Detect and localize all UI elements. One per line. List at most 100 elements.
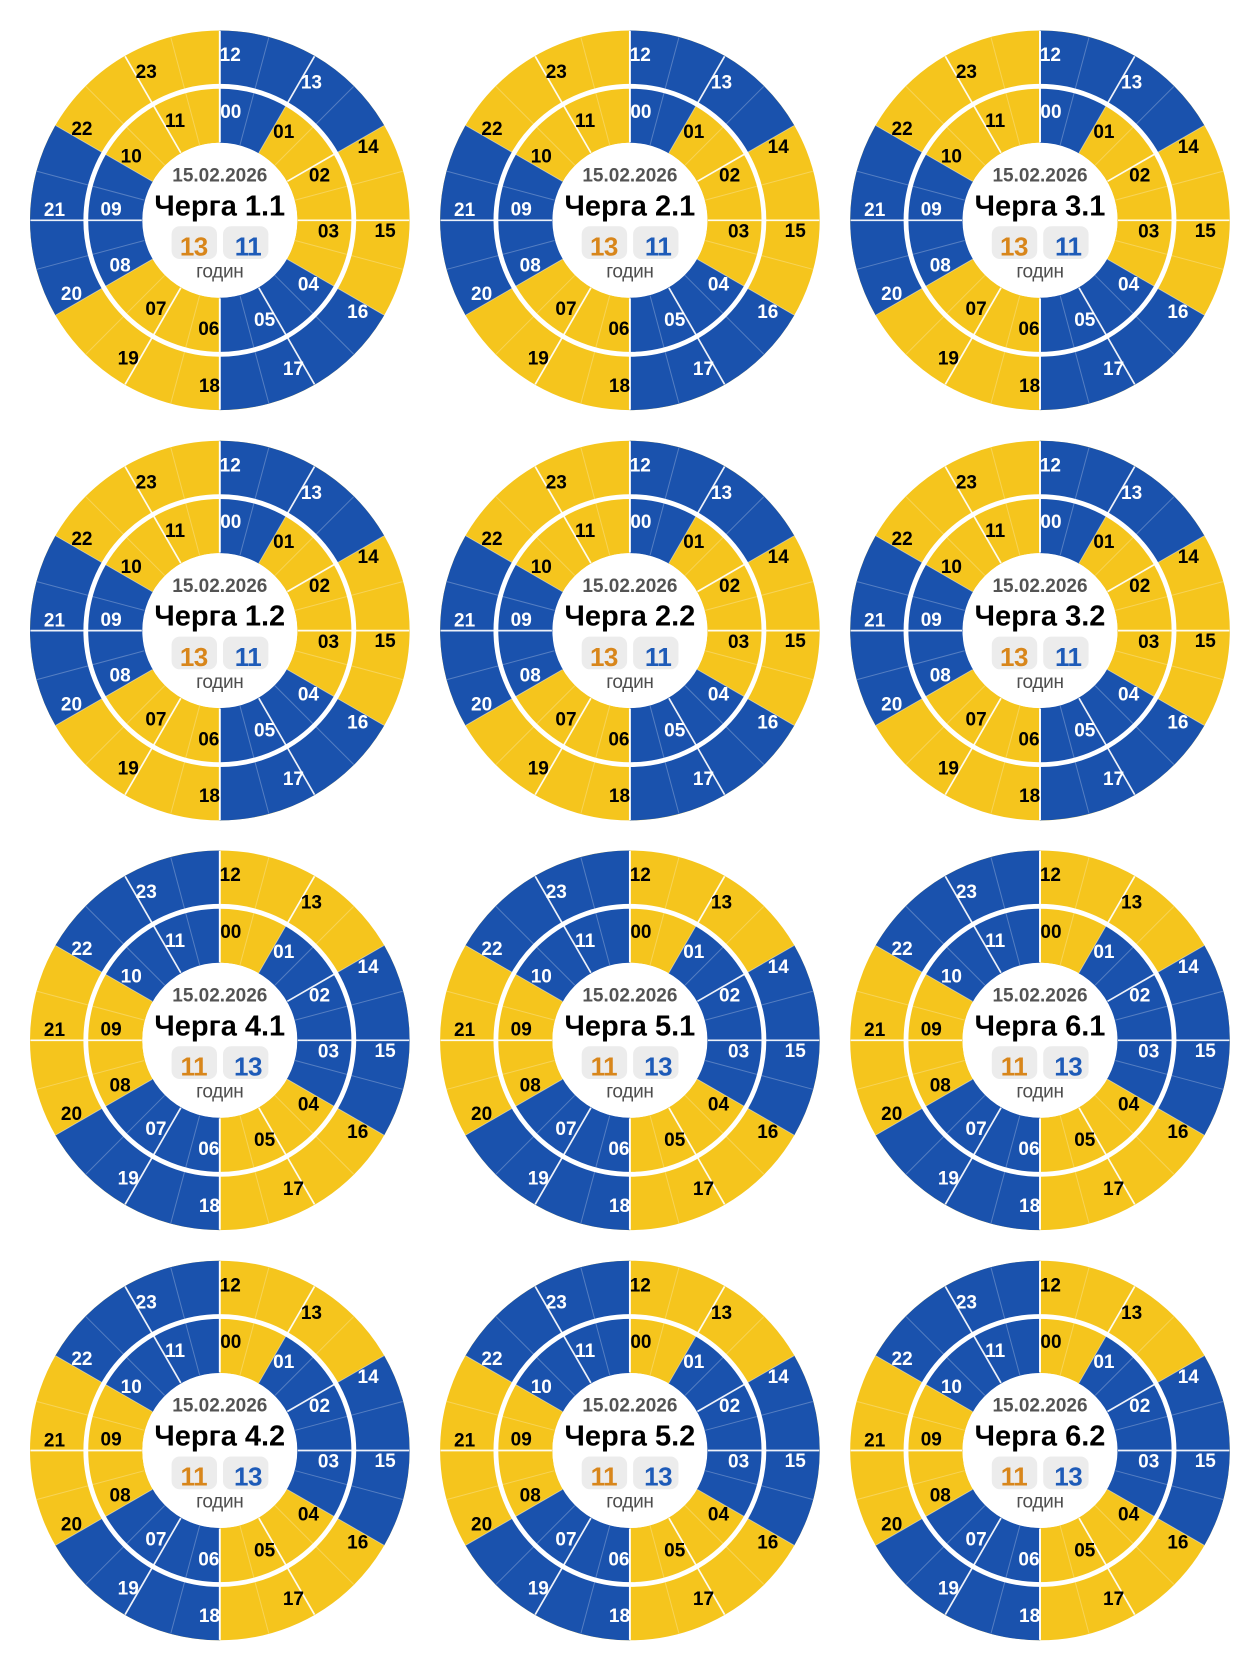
svg-text:04: 04 (1118, 685, 1140, 706)
svg-text:01: 01 (1093, 942, 1115, 963)
svg-text:08: 08 (110, 1486, 131, 1507)
svg-text:16: 16 (347, 712, 368, 733)
svg-text:20: 20 (881, 694, 902, 715)
svg-text:06: 06 (608, 319, 629, 340)
svg-text:22: 22 (892, 1349, 913, 1370)
svg-text:15: 15 (375, 1451, 397, 1472)
svg-text:15: 15 (785, 631, 807, 652)
svg-text:08: 08 (110, 1075, 131, 1096)
svg-text:00: 00 (630, 102, 651, 123)
svg-text:20: 20 (881, 1514, 902, 1535)
svg-text:19: 19 (118, 348, 139, 369)
svg-text:18: 18 (609, 376, 630, 397)
svg-text:05: 05 (1074, 310, 1096, 331)
svg-text:16: 16 (1167, 1532, 1188, 1553)
svg-text:13: 13 (301, 1303, 322, 1324)
svg-text:22: 22 (71, 529, 92, 550)
svg-text:годин: годин (1016, 1492, 1063, 1513)
svg-text:00: 00 (1040, 512, 1061, 533)
svg-text:11: 11 (235, 642, 262, 672)
svg-text:17: 17 (693, 1179, 714, 1200)
svg-text:10: 10 (941, 1377, 962, 1398)
svg-text:20: 20 (471, 1514, 492, 1535)
svg-text:04: 04 (298, 685, 320, 706)
svg-text:11: 11 (985, 1341, 1006, 1362)
svg-text:годин: годин (606, 1492, 653, 1513)
svg-text:19: 19 (938, 1579, 959, 1600)
svg-text:15.02.2026: 15.02.2026 (582, 986, 677, 1007)
svg-text:03: 03 (1138, 1452, 1159, 1473)
svg-text:20: 20 (881, 284, 902, 305)
svg-text:13: 13 (711, 483, 732, 504)
svg-text:01: 01 (683, 1352, 705, 1373)
svg-text:15: 15 (1195, 1451, 1217, 1472)
svg-text:Черга 2.1: Черга 2.1 (564, 190, 695, 222)
svg-text:20: 20 (61, 284, 82, 305)
svg-text:16: 16 (1167, 1122, 1188, 1143)
svg-text:11: 11 (985, 931, 1006, 952)
svg-text:13: 13 (180, 642, 208, 672)
svg-text:23: 23 (546, 1292, 567, 1313)
svg-text:02: 02 (309, 986, 330, 1007)
svg-text:02: 02 (1129, 166, 1150, 187)
svg-text:18: 18 (199, 376, 220, 397)
svg-text:01: 01 (273, 532, 295, 553)
svg-text:11: 11 (165, 521, 186, 542)
svg-text:04: 04 (708, 1094, 730, 1115)
svg-text:19: 19 (118, 1168, 139, 1189)
svg-text:02: 02 (309, 1396, 330, 1417)
svg-text:12: 12 (1040, 865, 1061, 886)
svg-text:05: 05 (664, 1540, 686, 1561)
svg-text:15.02.2026: 15.02.2026 (992, 986, 1087, 1007)
svg-text:14: 14 (358, 1367, 380, 1388)
svg-text:Черга 4.1: Черга 4.1 (154, 1010, 285, 1042)
svg-text:17: 17 (1103, 769, 1124, 790)
svg-text:11: 11 (181, 1462, 208, 1492)
svg-text:19: 19 (528, 759, 549, 780)
svg-text:20: 20 (61, 1104, 82, 1125)
svg-text:10: 10 (941, 557, 962, 578)
svg-text:08: 08 (520, 1075, 541, 1096)
svg-text:11: 11 (985, 111, 1006, 132)
svg-text:15: 15 (375, 1041, 397, 1062)
svg-text:16: 16 (347, 302, 368, 323)
svg-text:14: 14 (358, 957, 380, 978)
svg-text:14: 14 (768, 957, 790, 978)
svg-text:23: 23 (956, 473, 977, 494)
svg-text:03: 03 (728, 1042, 749, 1063)
svg-text:Черга 5.1: Черга 5.1 (564, 1010, 695, 1042)
svg-text:12: 12 (1040, 45, 1061, 66)
svg-text:03: 03 (728, 1452, 749, 1473)
svg-text:00: 00 (220, 102, 241, 123)
svg-text:00: 00 (220, 1332, 241, 1353)
svg-text:12: 12 (630, 456, 651, 477)
svg-text:06: 06 (608, 1139, 629, 1160)
svg-text:04: 04 (298, 274, 320, 295)
svg-text:годин: годин (1016, 672, 1063, 693)
svg-text:23: 23 (136, 473, 157, 494)
svg-text:Черга 1.2: Черга 1.2 (154, 601, 285, 633)
svg-text:17: 17 (693, 769, 714, 790)
svg-text:07: 07 (555, 1529, 576, 1550)
svg-text:09: 09 (921, 1020, 942, 1041)
svg-text:12: 12 (630, 45, 651, 66)
svg-text:18: 18 (1019, 376, 1040, 397)
svg-text:17: 17 (283, 1179, 304, 1200)
svg-text:Черга 6.1: Черга 6.1 (975, 1010, 1106, 1042)
svg-text:годин: годин (606, 262, 653, 283)
svg-text:00: 00 (630, 1332, 651, 1353)
svg-text:01: 01 (1093, 532, 1115, 553)
svg-text:05: 05 (664, 310, 686, 331)
svg-text:18: 18 (199, 1606, 220, 1627)
svg-text:Черга 3.1: Черга 3.1 (975, 190, 1106, 222)
svg-text:03: 03 (1138, 1042, 1159, 1063)
svg-text:01: 01 (273, 942, 295, 963)
svg-text:08: 08 (930, 666, 951, 687)
svg-text:15.02.2026: 15.02.2026 (992, 576, 1087, 597)
svg-text:22: 22 (71, 939, 92, 960)
svg-text:13: 13 (711, 73, 732, 94)
svg-text:23: 23 (956, 1292, 977, 1313)
svg-text:10: 10 (121, 557, 142, 578)
svg-text:04: 04 (708, 1505, 730, 1526)
svg-text:06: 06 (198, 319, 219, 340)
